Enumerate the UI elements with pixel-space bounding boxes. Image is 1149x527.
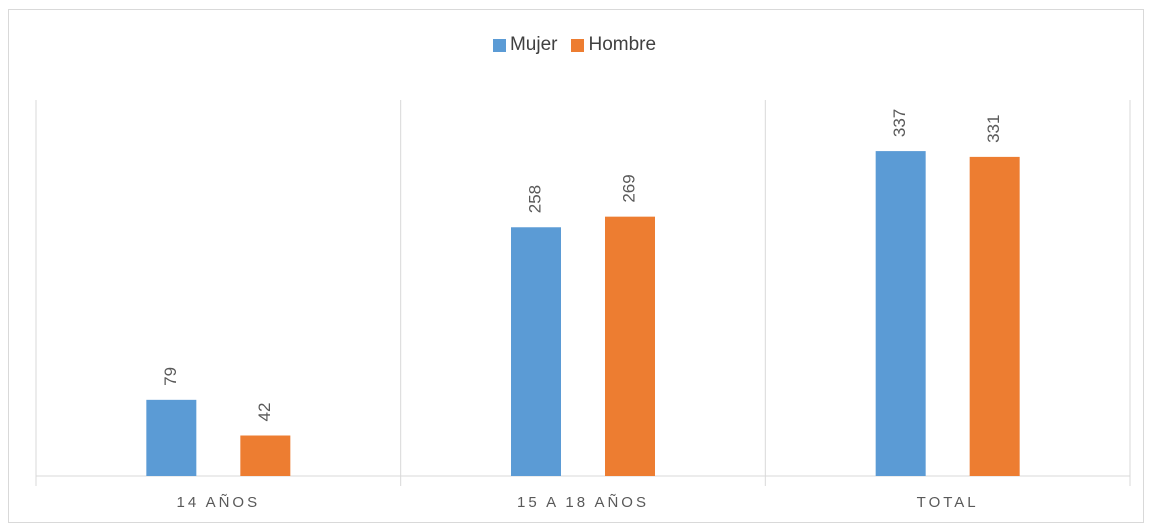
legend-swatch-hombre [571, 38, 585, 52]
chart-frame [8, 9, 1144, 523]
data-label: 79 [161, 367, 180, 386]
bar-mujer-2 [875, 151, 926, 476]
legend: Mujer Hombre [0, 34, 1149, 56]
bar-hombre-0 [240, 435, 291, 476]
data-label: 269 [619, 174, 638, 202]
data-label: 331 [984, 115, 1003, 143]
x-tick-label: TOTAL [917, 494, 979, 511]
legend-label-mujer: Mujer [509, 34, 558, 55]
x-tick-label: 14 AÑOS [177, 494, 261, 511]
bar-hombre-1 [605, 216, 655, 476]
bar-mujer-0 [146, 399, 197, 476]
data-label: 258 [525, 185, 544, 213]
data-label: 42 [255, 403, 274, 422]
legend-item-hombre: Hombre [571, 34, 656, 56]
legend-swatch-mujer [492, 38, 506, 52]
legend-item-mujer: Mujer [492, 34, 558, 56]
bar-mujer-1 [511, 227, 561, 476]
legend-label-hombre: Hombre [588, 34, 657, 55]
data-label: 337 [890, 109, 909, 137]
x-tick-label: 15 A 18 AÑOS [517, 494, 649, 511]
bar-hombre-2 [969, 156, 1020, 476]
